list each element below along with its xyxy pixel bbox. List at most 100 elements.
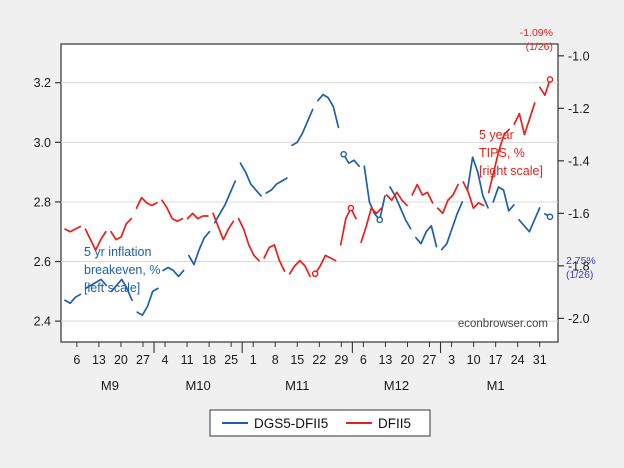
series-segment bbox=[110, 217, 133, 241]
series-segment bbox=[342, 153, 360, 168]
right-axis-tick-label: -1.0 bbox=[568, 49, 590, 63]
x-axis-tick-label: 11 bbox=[181, 353, 194, 367]
series-segment bbox=[212, 212, 235, 241]
series-segment bbox=[239, 162, 262, 197]
x-axis-tick-label: 1 bbox=[250, 353, 257, 367]
x-axis: 6 13 20 27 4 11 18 25 1 8 15 22 29 6 13 20 27 3 10 17 24 31 bbox=[73, 342, 547, 367]
right-axis-tick-label: -1.2 bbox=[568, 102, 590, 116]
series-segment bbox=[265, 177, 288, 194]
x-axis-month-label: M1 bbox=[487, 378, 505, 393]
x-axis-month-label: M9 bbox=[101, 378, 119, 393]
red-annotation-line3: [right scale] bbox=[479, 164, 543, 178]
x-axis-tick-label: 22 bbox=[312, 353, 326, 367]
series-dfii5 bbox=[64, 76, 554, 278]
left-axis-tick-label: 2.8 bbox=[34, 195, 51, 209]
series-last-point-marker bbox=[546, 76, 554, 83]
blue-annotation-line1: 5 yr inflation bbox=[84, 245, 151, 259]
series-segment bbox=[360, 207, 383, 244]
left-axis-tick-label: 2.6 bbox=[34, 255, 51, 269]
x-axis-tick-label: 15 bbox=[290, 353, 304, 367]
x-axis-month-label: M10 bbox=[185, 378, 210, 393]
series-segment bbox=[385, 191, 408, 207]
left-axis-tick-label: 2.4 bbox=[34, 315, 51, 329]
series-segment bbox=[411, 183, 434, 204]
series-segment bbox=[492, 186, 515, 212]
x-axis-tick-label: 8 bbox=[272, 353, 279, 367]
x-axis-tick-label: 27 bbox=[136, 353, 150, 367]
x-axis-months: M9 M10 M11 M12 M1 bbox=[101, 342, 505, 393]
x-axis-tick-label: 25 bbox=[224, 353, 238, 367]
series-segment bbox=[314, 254, 337, 275]
series-segment bbox=[162, 266, 185, 278]
red-last-date: (1/26) bbox=[526, 41, 553, 53]
right-axis-tick-label: -1.6 bbox=[568, 207, 590, 221]
legend: DGS5-DFII5 DFII5 bbox=[209, 409, 431, 437]
blue-annotation-line2: breakeven, % bbox=[84, 263, 160, 277]
last-value-callouts: -1.09% (1/26) 2.75% (1/26) bbox=[520, 27, 596, 281]
series-point-marker bbox=[340, 150, 347, 158]
watermark-text: econbrowser.com bbox=[458, 318, 548, 330]
series-segment bbox=[187, 230, 211, 266]
series-point-marker bbox=[311, 270, 319, 278]
x-axis-tick-label: 13 bbox=[92, 353, 106, 367]
series-segment bbox=[136, 287, 159, 317]
series-segment bbox=[487, 128, 511, 194]
series-segment bbox=[518, 207, 541, 233]
series-point-marker bbox=[347, 204, 355, 212]
left-axis: 2.4 2.6 2.8 3.0 3.2 bbox=[34, 76, 61, 329]
series-segment bbox=[64, 225, 82, 233]
red-series-annotation: 5 year TIPS, % [right scale] bbox=[479, 128, 543, 178]
right-axis-tick-label: -2.0 bbox=[568, 312, 590, 326]
series-segment bbox=[513, 102, 536, 136]
series-segment bbox=[110, 278, 133, 302]
series-segment bbox=[288, 259, 311, 278]
x-axis-tick-label: 31 bbox=[533, 353, 547, 367]
series-segment bbox=[213, 180, 237, 224]
legend-label: DGS5-DFII5 bbox=[254, 416, 328, 431]
series-segment bbox=[466, 156, 489, 209]
series-last-point-marker bbox=[546, 213, 554, 221]
legend-label: DFII5 bbox=[378, 416, 411, 431]
series-point-marker bbox=[376, 216, 384, 224]
series-segment bbox=[363, 165, 386, 221]
red-last-value: -1.09% bbox=[520, 27, 553, 39]
plot-area bbox=[60, 43, 559, 343]
series-segment bbox=[237, 217, 260, 262]
series-segment bbox=[389, 186, 412, 230]
x-axis-tick-label: 20 bbox=[401, 353, 415, 367]
series-segment bbox=[339, 207, 357, 246]
x-axis-tick-label: 4 bbox=[162, 353, 169, 367]
series-segment bbox=[135, 196, 158, 209]
x-axis-tick-label: 13 bbox=[378, 353, 392, 367]
x-axis-tick-label: 24 bbox=[511, 353, 525, 367]
x-axis-month-label: M11 bbox=[285, 378, 309, 393]
blue-annotation-line3: [left scale] bbox=[84, 281, 140, 295]
x-axis-tick-label: 6 bbox=[360, 353, 367, 367]
series-segment bbox=[462, 180, 485, 209]
series-segment bbox=[291, 108, 314, 147]
x-axis-tick-label: 29 bbox=[334, 353, 348, 367]
blue-last-date: (1/26) bbox=[566, 269, 593, 281]
series-segment bbox=[415, 224, 438, 248]
series-segment bbox=[263, 244, 286, 272]
x-axis-tick-label: 27 bbox=[423, 353, 437, 367]
series-segment bbox=[84, 228, 107, 251]
left-axis-tick-label: 3.2 bbox=[34, 76, 51, 90]
series-dgs5-dfii5 bbox=[64, 93, 554, 317]
series-segment bbox=[84, 278, 108, 290]
series-segment bbox=[186, 212, 209, 220]
x-axis-tick-label: 3 bbox=[448, 353, 455, 367]
series-segment bbox=[64, 293, 82, 305]
gridlines bbox=[61, 82, 558, 322]
x-axis-tick-label: 20 bbox=[114, 353, 128, 367]
series-segment bbox=[316, 93, 340, 129]
blue-series-annotation: 5 yr inflation breakeven, % [left scale] bbox=[84, 245, 160, 295]
x-axis-tick-label: 6 bbox=[73, 353, 80, 367]
x-axis-month-label: M12 bbox=[384, 378, 409, 393]
series-segment bbox=[440, 201, 464, 251]
right-axis-tick-label: -1.4 bbox=[568, 154, 590, 168]
series-segment bbox=[161, 199, 184, 223]
left-axis-tick-label: 3.0 bbox=[34, 136, 51, 150]
blue-last-value: 2.75% bbox=[566, 255, 596, 267]
